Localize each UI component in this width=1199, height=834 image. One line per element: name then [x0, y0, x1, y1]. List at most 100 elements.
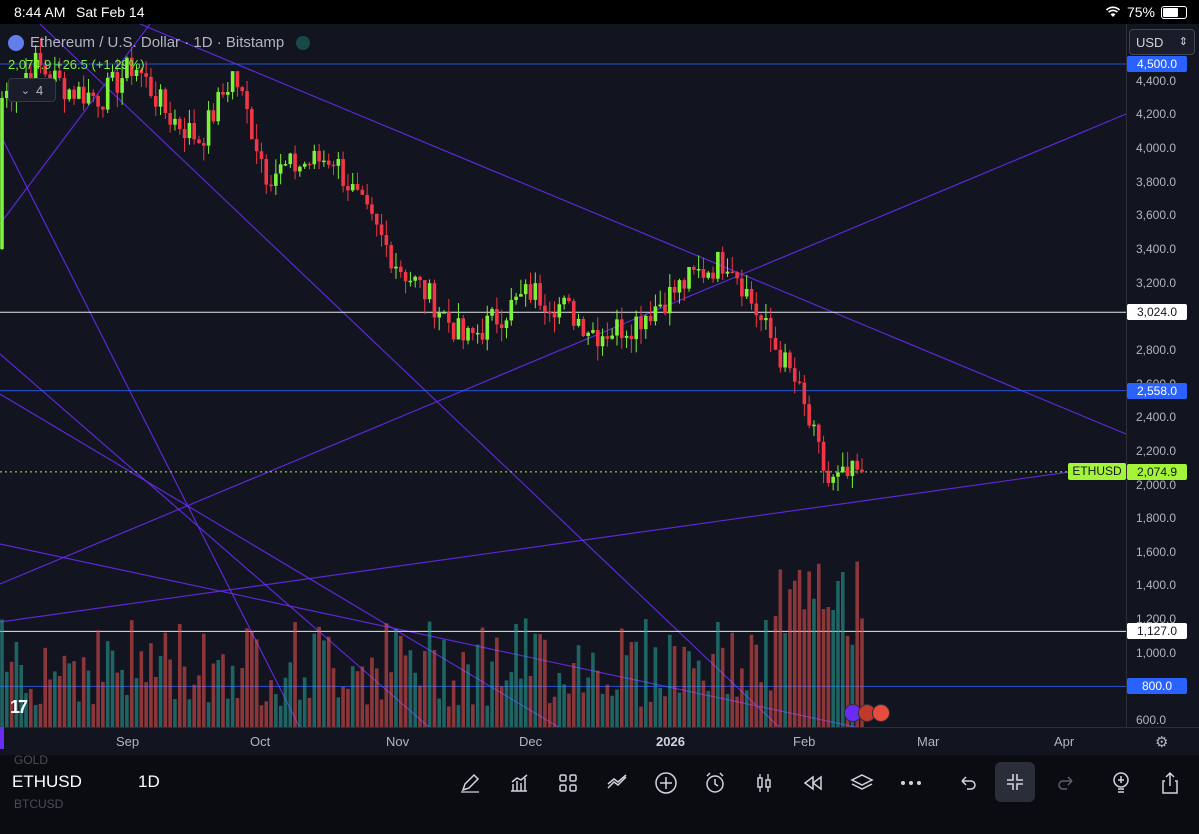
candle-body	[682, 280, 687, 289]
share-icon[interactable]	[1156, 770, 1184, 796]
volume-bar	[317, 626, 321, 727]
time-axis-label: Nov	[386, 734, 410, 749]
volume-bar	[418, 685, 422, 727]
candle-body	[466, 328, 470, 341]
volume-bar	[571, 663, 576, 727]
volume-bar	[29, 688, 33, 727]
volume-bar	[749, 634, 754, 727]
volume-bar	[720, 647, 725, 727]
chart-type-icon[interactable]	[505, 770, 533, 796]
indicators-grid-icon[interactable]	[554, 770, 582, 796]
price-tick-label: 4,400.0	[1136, 73, 1177, 88]
candle-body	[692, 267, 696, 270]
candle-body	[24, 73, 28, 80]
volume-bar	[163, 632, 168, 727]
candle-body	[783, 352, 787, 368]
candle-body	[696, 269, 701, 271]
candle-body	[850, 460, 855, 477]
volume-bar	[610, 695, 614, 727]
volume-bar	[14, 642, 19, 727]
candle-body	[67, 89, 72, 100]
candle-body	[586, 332, 590, 336]
redo-icon[interactable]	[1052, 770, 1080, 796]
hline-price-badge[interactable]: 1,127.0	[1127, 623, 1187, 640]
hline-price-badge[interactable]: 3,024.0	[1127, 304, 1187, 321]
volume-bar	[81, 657, 86, 727]
candle-body	[177, 118, 182, 130]
hline-price-badge[interactable]: 2,558.0	[1127, 382, 1187, 399]
candle-body	[72, 89, 76, 99]
candle-body	[62, 77, 67, 100]
candle-body	[754, 303, 759, 316]
news-events-icons[interactable]	[844, 704, 890, 722]
price-tick-label: 1,400.0	[1136, 578, 1177, 593]
time-axis[interactable]	[0, 727, 1199, 756]
layers-icon[interactable]	[848, 770, 876, 796]
more-icon[interactable]	[897, 770, 925, 796]
replay-icon[interactable]	[799, 770, 827, 796]
candle-body	[768, 318, 773, 339]
settings-gear-icon[interactable]: ⚙	[1155, 734, 1169, 751]
price-chart-svg[interactable]	[0, 24, 1126, 727]
price-tick-label: 1,600.0	[1136, 544, 1177, 559]
add-icon[interactable]	[652, 770, 680, 796]
volume-bar	[105, 641, 110, 727]
chart-legend[interactable]: Ethereum / U.S. Dollar · 1D · Bitstamp	[8, 34, 311, 51]
candle-body	[413, 276, 417, 281]
candle-body	[480, 332, 485, 340]
time-axis-label: Mar	[917, 734, 940, 749]
chart-pane[interactable]	[0, 24, 1126, 727]
volume-bar	[754, 644, 759, 727]
volume-bar	[360, 666, 365, 727]
volume-bar	[740, 668, 744, 727]
candle-body	[418, 276, 422, 281]
ghost-symbol: BTCUSD	[14, 797, 64, 811]
candle-body	[394, 266, 398, 269]
candles-icon[interactable]	[750, 770, 778, 796]
volume-bar	[543, 639, 547, 727]
currency-select[interactable]: USD ⇕	[1129, 29, 1195, 55]
candle-body	[490, 308, 494, 316]
price-tick-label: 3,200.0	[1136, 275, 1177, 290]
price-tick-label: 3,600.0	[1136, 208, 1177, 223]
volume-bar	[576, 645, 581, 727]
indicators-collapse-button[interactable]: ⌄ 4	[8, 78, 56, 102]
volume-bar	[701, 680, 706, 727]
volume-bar	[663, 696, 667, 727]
compare-icon[interactable]	[603, 770, 631, 796]
volume-bar	[562, 684, 566, 727]
candle-body	[91, 92, 96, 97]
candle-body	[629, 335, 634, 340]
fullscreen-exit-icon[interactable]	[995, 762, 1035, 802]
interval-button[interactable]: 1D	[138, 772, 160, 791]
volume-bar	[211, 663, 216, 727]
undo-icon[interactable]	[954, 770, 982, 796]
volume-bar	[96, 630, 100, 727]
price-tick-label: 2,400.0	[1136, 410, 1177, 425]
candle-body	[182, 129, 187, 139]
time-axis-label: Feb	[793, 734, 816, 749]
price-tick-label: 2,800.0	[1136, 342, 1177, 357]
candle-body	[792, 368, 797, 382]
hline-price-badge[interactable]: 4,500.0	[1127, 56, 1187, 72]
price-axis[interactable]	[1126, 24, 1199, 727]
symbol-button[interactable]: ETHUSD	[12, 772, 82, 791]
volume-bar	[855, 561, 859, 727]
us-flag-event-icon-2[interactable]	[872, 704, 890, 722]
candle-body	[802, 382, 807, 405]
candle-body	[317, 150, 321, 162]
alert-icon[interactable]	[701, 770, 729, 796]
volume-bar	[235, 698, 240, 727]
hline-price-badge[interactable]: 800.0	[1127, 678, 1187, 695]
volume-bar	[557, 672, 562, 727]
volume-bar	[764, 619, 768, 727]
candle-body	[144, 73, 148, 77]
candle-body	[831, 476, 835, 483]
candle-body	[547, 312, 552, 314]
volume-bar	[528, 675, 533, 727]
candle-body	[591, 330, 595, 333]
price-tick-label: 2,000.0	[1136, 477, 1177, 492]
bulb-icon[interactable]	[1107, 770, 1135, 796]
pen-icon[interactable]	[456, 770, 484, 796]
candle-body	[0, 97, 4, 250]
